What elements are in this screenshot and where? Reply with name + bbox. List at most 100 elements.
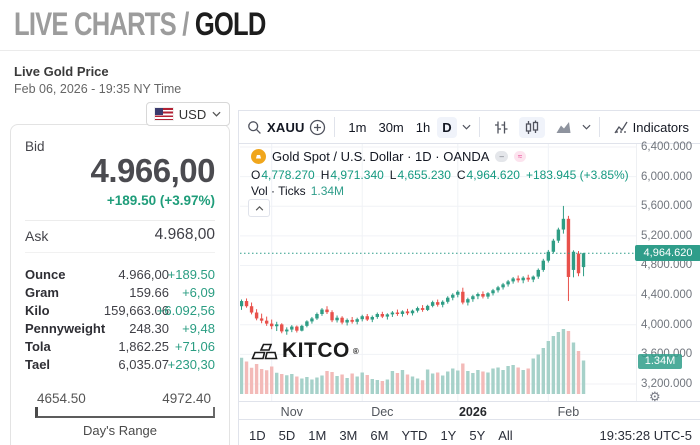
bar-chart-style-icon[interactable]: [488, 117, 514, 138]
volume-bar: [335, 376, 339, 394]
instrument-title[interactable]: Gold Spot / U.S. Dollar · 1D · OANDA: [272, 149, 490, 164]
price-axis-label: 4,000.000: [641, 318, 693, 331]
volume-bar: [259, 369, 264, 394]
hide-series-pill-icon[interactable]: –: [495, 151, 508, 162]
volume-bar: [451, 368, 455, 394]
candlestick-style-icon[interactable]: [518, 116, 545, 138]
range-button-3M[interactable]: 3M: [339, 428, 358, 443]
range-button-5Y[interactable]: 5Y: [469, 428, 486, 443]
price-axis-label: 3,200.000: [641, 378, 693, 390]
volume-bar: [446, 371, 450, 394]
range-button-1D[interactable]: 1D: [249, 428, 266, 443]
range-button-1M[interactable]: 1M: [308, 428, 327, 443]
indicators-button[interactable]: Indicators: [608, 117, 694, 138]
approx-pill-icon[interactable]: ≈: [513, 151, 527, 162]
volume-bar: [285, 375, 289, 394]
volume-bar: [340, 374, 344, 394]
candle-body: [380, 314, 385, 317]
axis-settings-gear-icon[interactable]: ⚙: [649, 389, 661, 404]
unit-value: 1,862.25: [118, 339, 169, 354]
interval-button-1h[interactable]: 1h: [415, 119, 431, 135]
candle-body: [471, 296, 475, 300]
price-axis-label: 5,200.000: [641, 229, 693, 242]
volume-bar: [415, 378, 420, 394]
volume-bar: [390, 371, 395, 394]
currency-selector[interactable]: USD: [146, 102, 230, 126]
unit-label: Ounce: [25, 267, 66, 282]
unit-value: 4.966,00: [118, 267, 169, 282]
search-icon[interactable]: [247, 120, 262, 135]
unit-value: 248.30: [129, 321, 169, 336]
volume-bar: [521, 370, 525, 394]
kitco-gold-bars-icon: [251, 343, 278, 359]
range-high: 4972.40: [162, 391, 211, 406]
volume-bar: [551, 336, 556, 394]
style-menu-chevron-icon[interactable]: [582, 124, 591, 130]
chart-clock[interactable]: 19:35:28 UTC-5: [599, 428, 693, 443]
interval-button-1m[interactable]: 1m: [348, 119, 367, 135]
candle-body: [410, 310, 415, 314]
unit-price-row: Tael 6,035.07 +230,30: [11, 357, 229, 375]
volume-bar: [501, 370, 505, 394]
ask-price: 4.968,00: [154, 226, 215, 243]
range-button-All[interactable]: All: [498, 428, 513, 443]
interval-button-D[interactable]: D: [437, 116, 457, 138]
range-button-YTD[interactable]: YTD: [401, 428, 428, 443]
volume-bar: [430, 373, 435, 394]
volume-bar: [400, 370, 405, 394]
interval-button-30m[interactable]: 30m: [378, 119, 404, 135]
volume-bar: [531, 358, 535, 394]
candle-body: [275, 324, 279, 327]
candle-body: [365, 316, 369, 320]
range-toolbar: 1D 5D 1M 3M 6M YTD 1Y 5Y All 19:35:28 UTC-5: [239, 419, 700, 445]
currency-label: USD: [178, 106, 207, 122]
candle-body: [461, 291, 465, 303]
candle-body: [395, 312, 400, 314]
unit-change: +71,06: [174, 339, 215, 354]
volume-bar: [290, 374, 294, 394]
volume-bar: [456, 370, 460, 394]
compare-add-icon[interactable]: [309, 119, 326, 136]
header-divider: [0, 50, 700, 51]
candle-body: [476, 294, 480, 297]
candle-body: [345, 319, 349, 323]
area-chart-style-icon[interactable]: [550, 117, 577, 138]
candle-body: [350, 319, 354, 322]
divider: [25, 252, 215, 253]
ohlc-values: O4,778.270 H4,971.340 L4,655.230 C4,964.620…: [251, 168, 629, 182]
volume-bar: [471, 373, 475, 394]
volume-value: 1.34M: [310, 184, 345, 198]
price-axis-label: 5,600.000: [641, 200, 693, 213]
registered-mark: ®: [352, 346, 359, 356]
candle-body: [300, 325, 304, 331]
candle-body: [295, 326, 299, 331]
range-button-5D[interactable]: 5D: [278, 428, 296, 443]
collapse-legend-button[interactable]: [248, 199, 270, 217]
price-chart[interactable]: [240, 144, 636, 401]
volume-bar: [410, 376, 415, 394]
candle-body: [521, 277, 525, 281]
volume-bar: [541, 348, 545, 394]
days-range-bar: [35, 407, 215, 418]
unit-change: +189.50: [167, 267, 215, 282]
page-title: LIVE CHARTS / GOLD: [14, 6, 266, 43]
volume-bar: [581, 360, 586, 394]
interval-menu-chevron-icon[interactable]: [462, 124, 471, 130]
candle-body: [385, 314, 390, 317]
symbol-search-button[interactable]: XAUUSD: [267, 119, 305, 135]
current-price-badge: 4,964.620: [635, 245, 700, 262]
volume-bar: [556, 332, 561, 394]
time-axis[interactable]: Nov Dec 2026 Feb: [239, 401, 700, 420]
candle-body: [259, 318, 264, 321]
candle-body: [325, 309, 329, 313]
range-low: 4654.50: [37, 391, 86, 406]
price-axis-label: 6,000.000: [641, 170, 693, 183]
time-axis-label: 2026: [458, 405, 487, 419]
range-button-1Y[interactable]: 1Y: [440, 428, 457, 443]
candle-body: [360, 316, 364, 320]
volume-bar: [481, 371, 485, 394]
range-button-6M[interactable]: 6M: [370, 428, 389, 443]
volume-bar: [425, 369, 430, 394]
time-axis-label: Feb: [557, 405, 580, 419]
toolbar-separator: [478, 117, 480, 137]
